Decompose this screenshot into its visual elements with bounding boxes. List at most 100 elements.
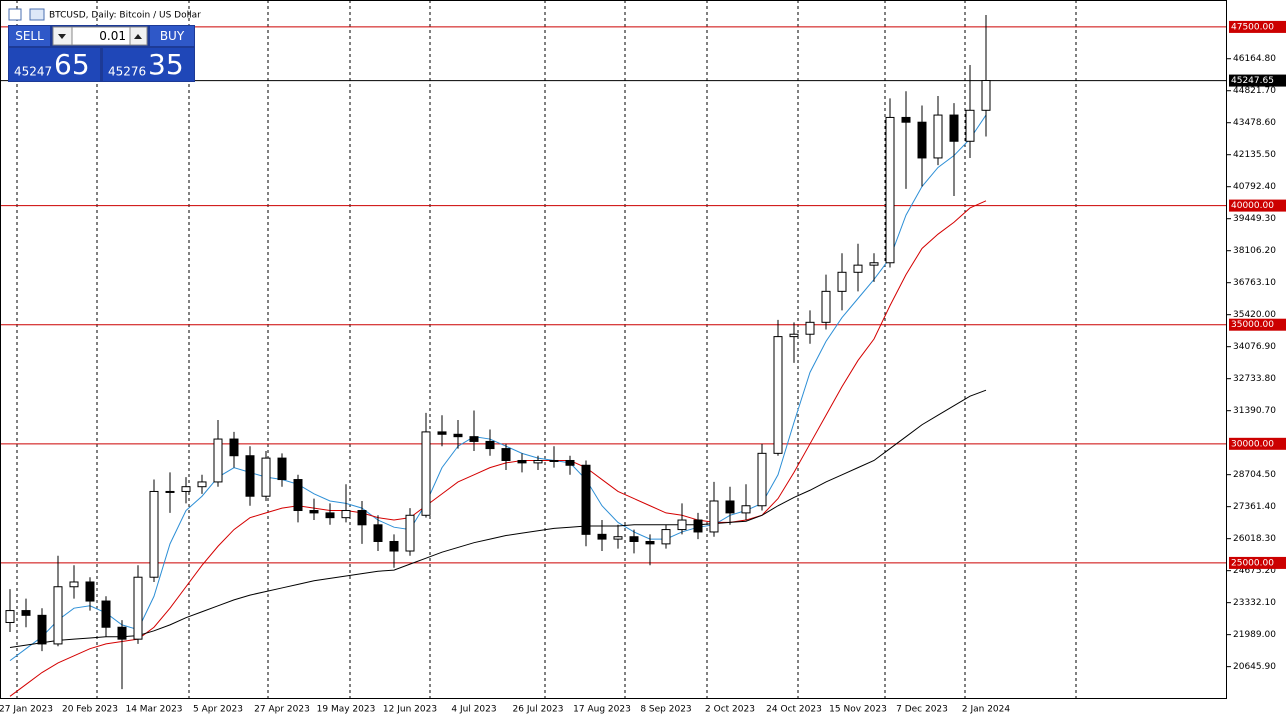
- y-tick-label: 26018.30: [1233, 534, 1276, 544]
- y-tick-label: 21989.00: [1233, 630, 1276, 640]
- moving-average: [9, 200, 987, 697]
- candle-body: [981, 80, 991, 111]
- candle-body: [325, 512, 335, 519]
- candle-body: [181, 486, 191, 492]
- candle-body: [805, 321, 815, 335]
- x-tick-label: 19 May 2023: [317, 705, 376, 715]
- candle-body: [709, 500, 719, 533]
- candle-body: [5, 610, 15, 623]
- price-label: 45247.65: [1231, 76, 1274, 86]
- y-tick-label: 20645.90: [1233, 662, 1276, 672]
- chart-title: BTCUSD, Daily: Bitcoin / US Dollar: [49, 11, 201, 21]
- candle-body: [581, 464, 591, 535]
- overlay: BTCUSD, Daily: Bitcoin / US Dollar SELL …: [8, 8, 201, 82]
- level-label: 35000.00: [1231, 320, 1274, 330]
- candle-body: [533, 459, 543, 464]
- candle-body: [117, 626, 127, 640]
- bid-main: 45247: [14, 65, 52, 79]
- candle-body: [213, 438, 223, 483]
- candle-body: [85, 581, 95, 602]
- level-label: 30000.00: [1231, 439, 1274, 449]
- buy-label: BUY: [160, 29, 185, 43]
- buy-button[interactable]: [150, 26, 194, 46]
- bid-box[interactable]: [9, 48, 100, 81]
- volume-value: 0.01: [99, 29, 126, 43]
- candle-body: [21, 610, 31, 616]
- candle-body: [277, 457, 287, 481]
- candle-body: [933, 114, 943, 159]
- level-tag: [1229, 318, 1286, 331]
- candle-body: [949, 114, 959, 142]
- candle-body: [693, 519, 703, 533]
- candle-body: [741, 505, 751, 514]
- candle-body: [453, 433, 463, 438]
- level-label: 25000.00: [1231, 558, 1274, 568]
- candle-body: [901, 116, 911, 123]
- candle-body: [757, 452, 767, 507]
- candle-body: [309, 510, 319, 514]
- candle-body: [837, 271, 847, 292]
- candle-body: [469, 436, 479, 442]
- ask-main: 45276: [108, 65, 146, 79]
- y-tick-label: 35420.00: [1233, 310, 1276, 320]
- price-tag: [1229, 74, 1286, 87]
- candle-body: [37, 614, 47, 645]
- candle-body: [293, 479, 303, 512]
- x-tick-label: 8 Sep 2023: [640, 705, 691, 715]
- x-tick-label: 2 Jan 2024: [962, 705, 1010, 715]
- level-label: 47500.00: [1231, 22, 1274, 32]
- candle-body: [613, 536, 623, 540]
- y-tick-label: 44821.70: [1233, 86, 1276, 96]
- candle-body: [549, 459, 559, 462]
- candle-body: [853, 264, 863, 273]
- candle-body: [405, 514, 415, 552]
- x-tick-label: 4 Jul 2023: [451, 705, 496, 715]
- candle-body: [149, 490, 159, 578]
- y-tick-label: 34076.90: [1233, 342, 1276, 352]
- chart-icon[interactable]: [29, 8, 45, 21]
- ask-box[interactable]: [103, 48, 194, 81]
- candle-body: [341, 510, 351, 519]
- level-tag: [1229, 20, 1286, 33]
- x-tick-label: 27 Apr 2023: [254, 705, 310, 715]
- candle-body: [133, 576, 143, 640]
- candle-body: [421, 431, 431, 516]
- x-tick-label: 14 Mar 2023: [125, 705, 182, 715]
- candle-body: [789, 333, 799, 338]
- candle-body: [357, 510, 367, 526]
- level-tag: [1229, 199, 1286, 212]
- x-tick-label: 27 Jan 2023: [0, 705, 53, 715]
- up-arrow: [134, 34, 142, 39]
- bid-pips: 65: [54, 48, 90, 81]
- candle-body: [645, 540, 655, 545]
- candle-body: [373, 524, 383, 542]
- x-tick-label: 12 Jun 2023: [383, 705, 437, 715]
- y-tick-label: 39449.30: [1233, 214, 1276, 224]
- x-tick-label: 2 Oct 2023: [705, 705, 755, 715]
- x-tick-label: 7 Dec 2023: [896, 705, 948, 715]
- candle-body: [917, 121, 927, 159]
- candle-body: [629, 536, 639, 542]
- candle-body: [725, 500, 735, 514]
- y-tick-label: 38106.20: [1233, 246, 1276, 256]
- candle-body: [485, 440, 495, 450]
- plot-layer: [0, 15, 1227, 697]
- sell-button[interactable]: [9, 26, 50, 46]
- ask-pips: 35: [148, 48, 184, 81]
- candle-body: [517, 459, 527, 464]
- candle-body: [597, 533, 607, 540]
- moving-average: [9, 389, 987, 648]
- menu-icon[interactable]: [8, 8, 22, 21]
- candle-body: [229, 438, 239, 457]
- candle-body: [69, 581, 79, 588]
- candle-body: [869, 262, 879, 266]
- plot-border: [0, 0, 1227, 699]
- level-label: 40000.00: [1231, 201, 1274, 211]
- sell-label: SELL: [15, 29, 44, 43]
- y-tick-label: 46164.80: [1233, 54, 1276, 64]
- candle-body: [389, 540, 399, 552]
- x-tick-label: 15 Nov 2023: [829, 705, 887, 715]
- y-tick-label: 27361.40: [1233, 502, 1276, 512]
- y-tick-label: 32733.80: [1233, 374, 1276, 384]
